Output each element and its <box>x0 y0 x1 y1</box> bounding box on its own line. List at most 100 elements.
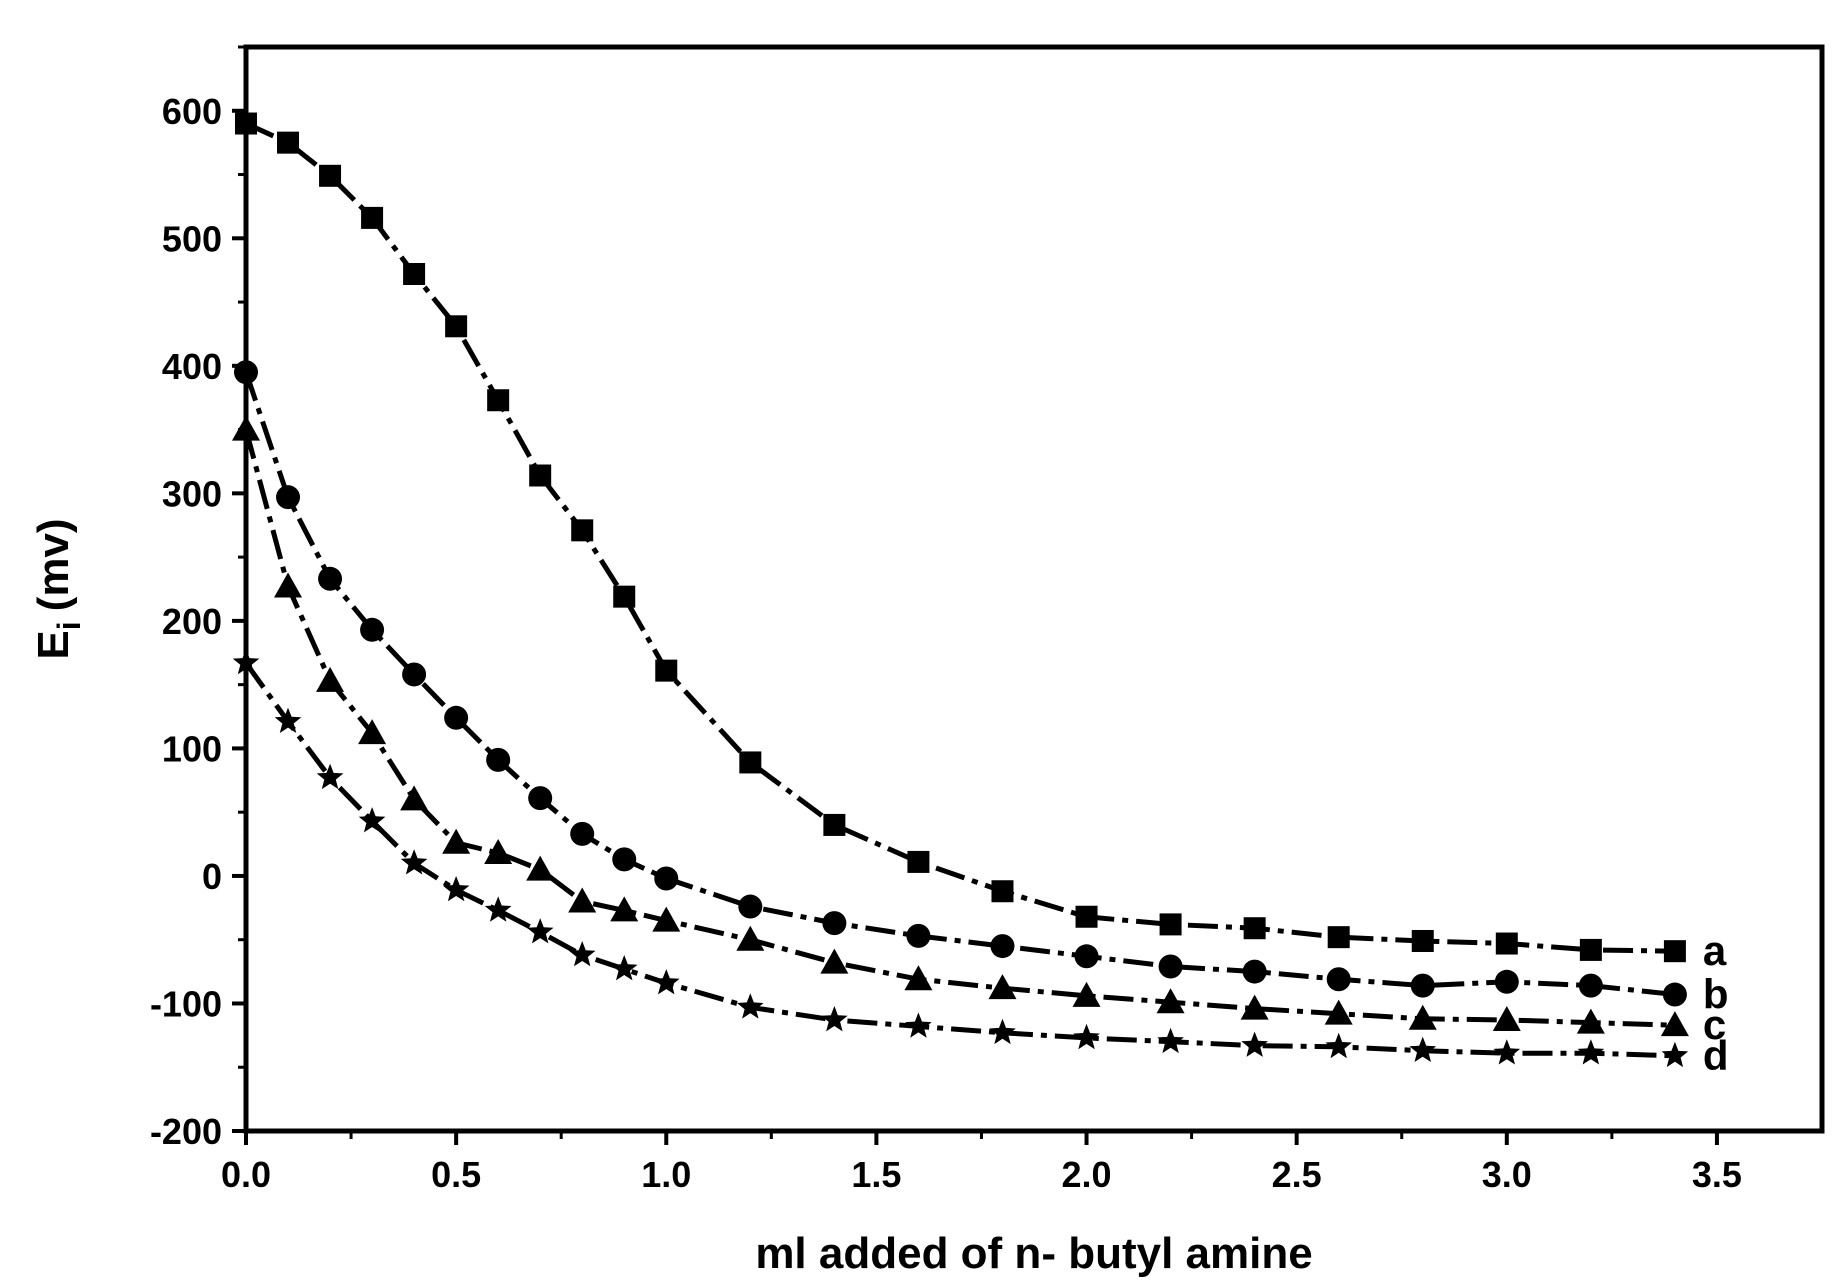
data-point-a <box>1075 905 1098 928</box>
data-point-b <box>1662 982 1687 1007</box>
data-point-b <box>444 705 469 730</box>
data-point-d <box>1409 1036 1437 1062</box>
data-point-b <box>990 934 1015 959</box>
data-point-d <box>737 993 764 1019</box>
series-b: b <box>234 360 1729 1018</box>
data-point-a <box>529 464 552 487</box>
data-point-d <box>989 1018 1016 1045</box>
data-point-a <box>655 659 678 682</box>
series-label-a: a <box>1703 927 1727 974</box>
data-point-d <box>568 941 596 967</box>
data-point-a <box>1579 938 1602 961</box>
data-point-c <box>1072 981 1101 1007</box>
data-point-d <box>484 896 512 922</box>
data-point-c <box>316 666 345 692</box>
data-point-b <box>822 911 847 936</box>
data-point-b <box>654 866 679 891</box>
data-point-c <box>1408 1004 1437 1030</box>
y-axis-title: Ei (mv) <box>29 518 87 659</box>
data-point-a <box>487 389 510 412</box>
x-axis-title: ml added of n- butyl amine <box>755 1229 1312 1278</box>
data-point-d <box>358 807 386 833</box>
x-tick-label: 3.0 <box>1482 1154 1532 1195</box>
data-point-c <box>400 785 429 811</box>
series-label-d: d <box>1703 1032 1729 1079</box>
data-point-a <box>1327 926 1350 949</box>
series-c: c <box>232 415 1726 1048</box>
data-point-a <box>1411 929 1434 952</box>
data-point-b <box>1242 959 1267 984</box>
y-tick-label: 200 <box>162 601 222 642</box>
data-point-d <box>316 763 344 790</box>
data-point-c <box>274 572 303 598</box>
data-point-d <box>821 1006 848 1032</box>
data-point-d <box>1157 1027 1184 1054</box>
series-d: d <box>232 649 1729 1079</box>
labels-layer: ml added of n- butyl amine Ei (mv) <box>29 518 1313 1278</box>
data-point-b <box>1326 967 1351 992</box>
data-point-b <box>486 747 511 772</box>
data-point-c <box>1324 999 1353 1025</box>
data-point-d <box>1241 1031 1268 1057</box>
data-point-a <box>1159 913 1182 936</box>
data-point-b <box>1158 954 1183 979</box>
data-point-a <box>277 131 300 154</box>
y-tick-label: 100 <box>162 728 222 769</box>
data-point-c <box>904 965 933 991</box>
data-point-a <box>739 751 762 774</box>
data-point-d <box>442 876 470 902</box>
data-point-a <box>1663 940 1686 963</box>
data-point-d <box>1577 1039 1605 1065</box>
data-point-c <box>1240 994 1269 1020</box>
data-point-a <box>319 164 342 187</box>
x-tick-label: 2.5 <box>1272 1154 1322 1195</box>
data-point-d <box>610 955 638 981</box>
data-point-b <box>360 617 385 642</box>
data-point-c <box>610 896 639 922</box>
data-point-d <box>905 1012 932 1038</box>
x-tick-label: 0.0 <box>221 1154 271 1195</box>
data-point-c <box>526 855 555 881</box>
data-point-c <box>568 887 597 913</box>
series-label-b: b <box>1703 971 1729 1018</box>
data-point-c <box>652 906 681 932</box>
data-point-a <box>1495 932 1518 955</box>
x-tick-label: 3.5 <box>1692 1154 1742 1195</box>
data-point-c <box>1576 1008 1605 1034</box>
data-point-a <box>571 519 594 542</box>
series-line-a <box>244 121 1675 954</box>
data-point-b <box>1494 969 1519 994</box>
data-point-b <box>528 786 553 811</box>
data-point-d <box>1493 1039 1521 1065</box>
data-point-a <box>823 813 846 836</box>
data-point-d <box>274 707 302 733</box>
data-point-a <box>361 206 384 229</box>
x-tick-label: 2.0 <box>1062 1154 1112 1195</box>
data-point-a <box>403 263 426 286</box>
data-point-a <box>1243 917 1266 940</box>
data-point-d <box>1073 1023 1100 1050</box>
y-tick-label: 400 <box>162 346 222 387</box>
data-point-c <box>1660 1011 1689 1037</box>
data-point-a <box>907 850 930 873</box>
data-point-c <box>736 925 765 951</box>
data-point-d <box>1661 1041 1689 1068</box>
y-axis-title-unit: (mv) <box>29 518 78 611</box>
y-tick-label: 500 <box>162 218 222 259</box>
data-point-a <box>613 585 636 608</box>
data-point-b <box>570 821 595 846</box>
data-point-c <box>1492 1006 1521 1032</box>
y-tick-label: -100 <box>150 983 222 1024</box>
series-a: a <box>235 112 1727 974</box>
series-label-c: c <box>1703 1001 1726 1048</box>
data-point-c <box>1156 988 1185 1014</box>
y-axis-title-subscript: i <box>51 621 87 630</box>
data-point-b <box>906 923 931 948</box>
data-point-c <box>358 719 387 745</box>
y-axis-title-main: E <box>29 630 78 659</box>
data-point-b <box>1074 944 1099 969</box>
data-point-c <box>442 828 471 854</box>
data-point-c <box>484 838 513 864</box>
